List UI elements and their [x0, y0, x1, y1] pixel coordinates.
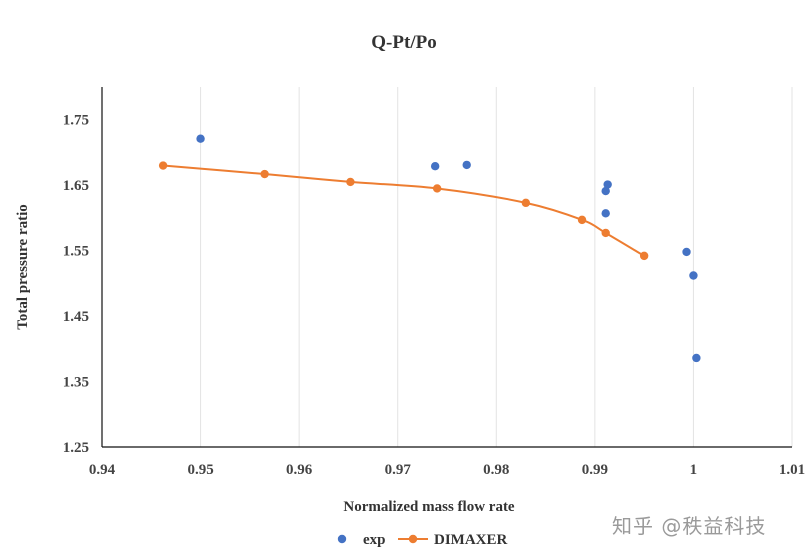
- x-tick-label: 0.94: [89, 462, 116, 478]
- data-point-exp: [462, 160, 471, 170]
- y-tick-label: 1.75: [63, 113, 89, 129]
- x-axis-label: Normalized mass flow rate: [343, 499, 515, 515]
- y-tick-label: 1.55: [63, 244, 89, 260]
- data-point-exp: [682, 247, 691, 257]
- x-tick-label: 1: [690, 462, 698, 478]
- y-tick-label: 1.65: [63, 178, 89, 194]
- x-tick-label: 1.01: [779, 462, 805, 478]
- legend-marker-dimaxer: [408, 534, 418, 544]
- data-point-exp: [692, 353, 701, 363]
- y-axis-label: Total pressure ratio: [15, 204, 31, 330]
- y-tick-label: 1.35: [63, 375, 89, 391]
- chart-title: Q-Pt/Po: [371, 32, 436, 53]
- data-point-exp: [196, 134, 205, 143]
- data-point-dimaxer: [639, 251, 649, 261]
- x-tick-label: 0.97: [385, 462, 412, 478]
- series-line-dimaxer: [163, 164, 645, 257]
- data-point-dimaxer: [521, 198, 531, 208]
- watermark: 知乎 @秩益科技: [612, 514, 767, 538]
- plot-area: [158, 134, 701, 363]
- data-point-exp: [601, 209, 610, 218]
- x-tick-label: 0.99: [582, 462, 608, 478]
- data-point-dimaxer: [601, 228, 610, 238]
- legend-label-dimaxer: DIMAXER: [434, 532, 507, 548]
- y-tick-label: 1.45: [63, 309, 89, 325]
- x-tick-label: 0.98: [483, 462, 509, 478]
- x-tick-labels: 0.94 0.95 0.96 0.97 0.98 0.99 1 1.01: [89, 462, 805, 478]
- y-tick-labels: 1.25 1.35 1.45 1.55 1.65 1.75: [63, 113, 89, 456]
- data-point-dimaxer: [346, 177, 355, 187]
- legend: exp DIMAXER: [337, 532, 507, 548]
- legend-marker-exp: [337, 534, 347, 544]
- data-point-exp: [603, 180, 612, 189]
- data-point-exp: [689, 271, 698, 280]
- data-point-dimaxer: [158, 161, 168, 170]
- grid-lines: [200, 87, 793, 447]
- x-tick-label: 0.96: [286, 462, 313, 478]
- x-tick-label: 0.95: [187, 462, 213, 478]
- axes: [101, 87, 792, 448]
- data-point-dimaxer: [577, 215, 587, 225]
- data-point-dimaxer: [260, 169, 269, 179]
- y-tick-label: 1.25: [63, 440, 89, 456]
- legend-label-exp: exp: [363, 532, 386, 548]
- data-point-dimaxer: [432, 184, 442, 193]
- data-point-exp: [601, 186, 610, 196]
- data-point-exp: [430, 162, 440, 171]
